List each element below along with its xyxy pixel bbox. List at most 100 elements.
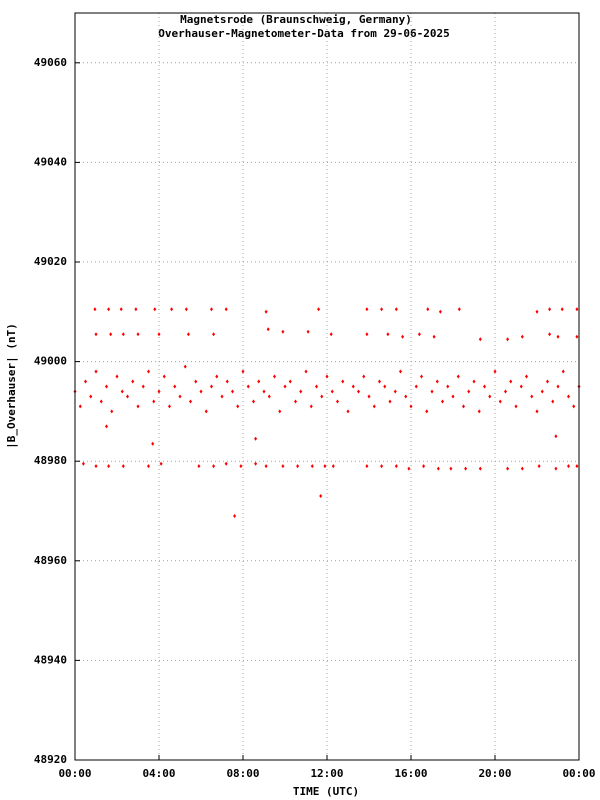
data-point — [225, 379, 229, 384]
data-point — [296, 464, 300, 469]
y-tick-label: 48980 — [34, 454, 67, 467]
y-tick-label: 49000 — [34, 355, 67, 368]
data-point — [212, 464, 216, 469]
data-point — [551, 399, 555, 404]
data-point — [357, 389, 360, 394]
data-point — [231, 389, 234, 394]
data-point — [451, 394, 455, 399]
data-point — [99, 399, 103, 404]
data-point — [572, 404, 576, 409]
data-point — [567, 464, 570, 469]
data-point — [315, 384, 318, 389]
data-point — [317, 307, 321, 312]
data-point — [254, 436, 258, 441]
data-point — [323, 464, 327, 469]
data-point — [304, 369, 308, 374]
data-point — [401, 334, 405, 339]
data-point — [157, 389, 161, 394]
data-point — [78, 404, 82, 409]
data-point — [575, 464, 579, 469]
data-point — [478, 466, 482, 471]
data-point — [362, 374, 366, 379]
data-point — [159, 461, 163, 466]
data-point — [520, 334, 524, 339]
data-point — [493, 369, 497, 374]
data-point — [394, 307, 398, 312]
data-point — [488, 394, 492, 399]
data-point — [525, 374, 528, 379]
data-point — [162, 374, 166, 379]
data-point — [535, 309, 539, 314]
data-point — [426, 307, 430, 312]
data-point — [365, 307, 369, 312]
data-point — [152, 399, 156, 404]
x-tick-label: 20:00 — [478, 767, 511, 780]
data-point — [178, 394, 182, 399]
data-point — [394, 464, 398, 469]
data-point — [233, 513, 237, 518]
data-point — [273, 374, 276, 379]
data-point — [241, 369, 245, 374]
data-point — [567, 394, 570, 399]
data-point — [546, 379, 549, 384]
data-point — [346, 409, 350, 414]
plot-frame — [74, 12, 580, 761]
x-tick-label: 08:00 — [226, 767, 259, 780]
data-point — [105, 424, 108, 429]
data-point — [89, 394, 93, 399]
data-point — [530, 394, 534, 399]
data-point — [157, 332, 161, 337]
data-point — [170, 307, 174, 312]
data-point — [554, 434, 558, 439]
data-point — [310, 464, 314, 469]
chart-subtitle: Overhauser-Magnetometer-Data from 29-06-… — [158, 27, 449, 40]
y-tick-label: 48960 — [34, 554, 67, 567]
data-point — [498, 399, 502, 404]
data-point — [147, 464, 150, 469]
data-point — [281, 329, 285, 334]
data-point — [115, 374, 119, 379]
data-point — [404, 394, 408, 399]
data-point — [173, 384, 177, 389]
data-point — [147, 369, 150, 374]
data-point — [393, 389, 397, 394]
data-point — [330, 389, 334, 394]
data-point — [386, 332, 390, 337]
data-point — [380, 307, 384, 312]
data-point — [430, 389, 434, 394]
data-point — [281, 464, 285, 469]
data-point — [329, 332, 333, 337]
data-point — [441, 399, 444, 404]
data-point — [420, 374, 423, 379]
data-point — [107, 307, 111, 312]
data-point — [422, 464, 426, 469]
data-point — [262, 389, 266, 394]
data-point — [212, 332, 216, 337]
data-point — [183, 364, 187, 369]
data-point — [504, 389, 507, 394]
data-point — [519, 384, 523, 389]
data-point — [189, 399, 192, 404]
data-point — [107, 464, 111, 469]
data-point — [236, 404, 240, 409]
data-point — [365, 464, 369, 469]
data-point — [121, 464, 125, 469]
data-point — [119, 307, 123, 312]
data-point — [464, 466, 468, 471]
data-point — [246, 384, 250, 389]
data-point — [109, 332, 113, 337]
data-point — [136, 404, 140, 409]
data-point — [417, 332, 421, 337]
data-point — [378, 379, 381, 384]
data-point — [220, 394, 224, 399]
data-point — [320, 394, 324, 399]
data-point — [264, 464, 268, 469]
data-point — [299, 389, 303, 394]
data-point — [575, 334, 579, 339]
data-point — [341, 379, 345, 384]
data-point — [120, 389, 124, 394]
y-tick-label: 48920 — [34, 753, 67, 766]
data-point — [446, 384, 450, 389]
